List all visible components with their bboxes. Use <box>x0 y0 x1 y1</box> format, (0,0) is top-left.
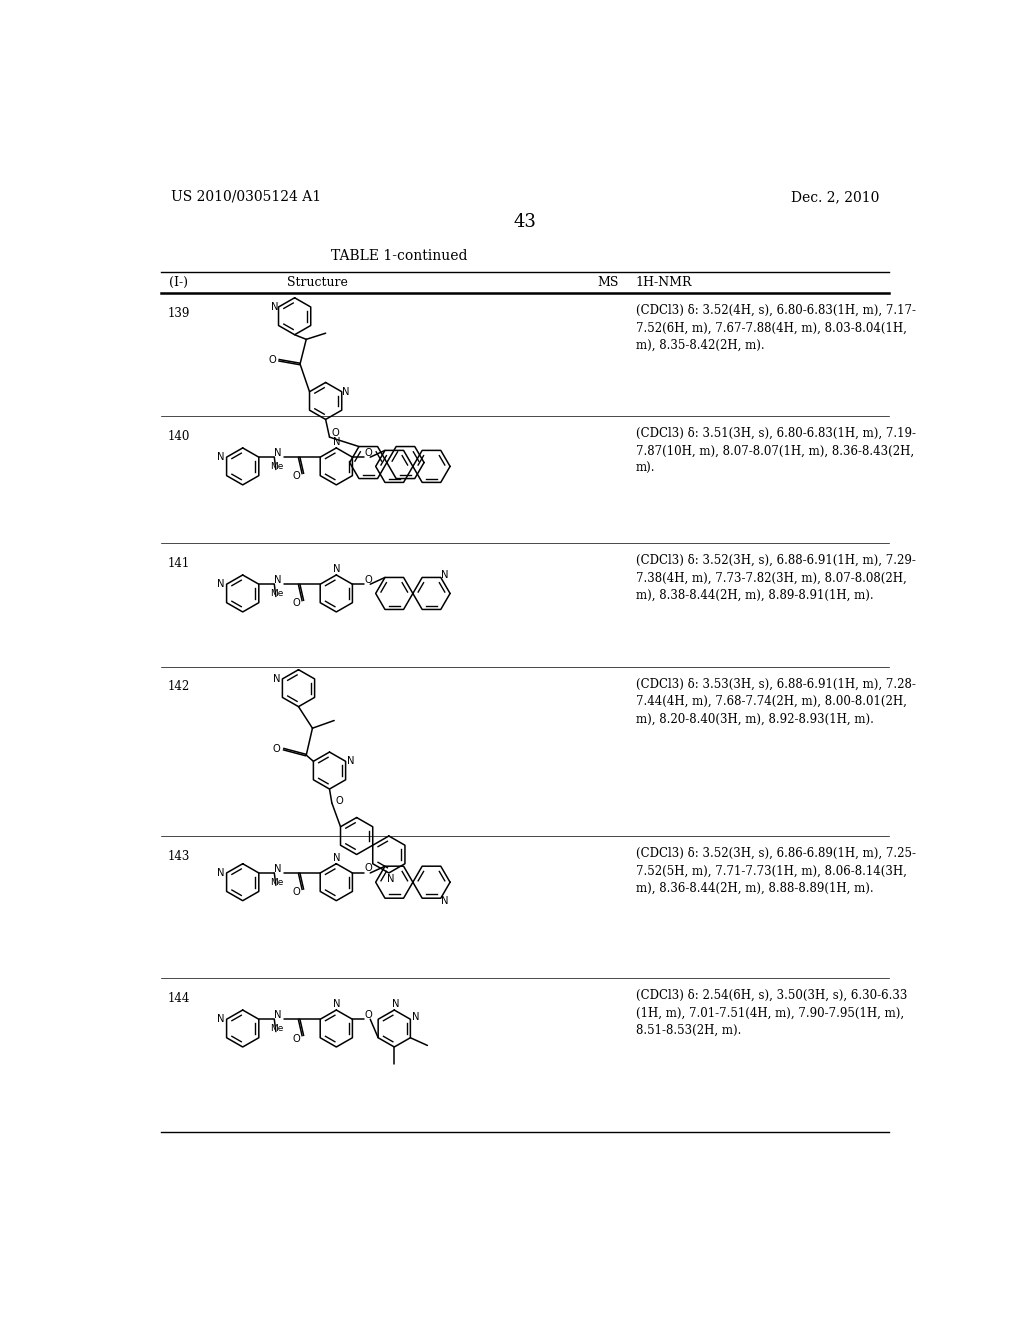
Text: 144: 144 <box>167 993 189 1006</box>
Text: N: N <box>347 756 354 767</box>
Text: N: N <box>274 1010 282 1020</box>
Text: N: N <box>387 874 394 884</box>
Text: O: O <box>365 1010 373 1019</box>
Text: N: N <box>441 895 449 906</box>
Text: O: O <box>365 574 373 585</box>
Text: N: N <box>333 999 340 1008</box>
Text: (CDCl3) δ: 3.52(3H, s), 6.86-6.89(1H, m), 7.25-
7.52(5H, m), 7.71-7.73(1H, m), 8: (CDCl3) δ: 3.52(3H, s), 6.86-6.89(1H, m)… <box>636 847 915 895</box>
Text: N: N <box>217 579 225 589</box>
Text: N: N <box>441 570 449 579</box>
Text: N: N <box>412 1012 420 1022</box>
Text: Me: Me <box>270 462 284 471</box>
Text: O: O <box>293 598 301 609</box>
Text: O: O <box>293 887 301 898</box>
Text: N: N <box>217 1014 225 1024</box>
Text: N: N <box>333 853 340 862</box>
Text: (CDCl3) δ: 3.52(3H, s), 6.88-6.91(1H, m), 7.29-
7.38(4H, m), 7.73-7.82(3H, m), 8: (CDCl3) δ: 3.52(3H, s), 6.88-6.91(1H, m)… <box>636 554 915 602</box>
Text: (CDCl3) δ: 3.52(4H, s), 6.80-6.83(1H, m), 7.17-
7.52(6H, m), 7.67-7.88(4H, m), 8: (CDCl3) δ: 3.52(4H, s), 6.80-6.83(1H, m)… <box>636 304 915 352</box>
Text: (CDCl3) δ: 3.51(3H, s), 6.80-6.83(1H, m), 7.19-
7.87(10H, m), 8.07-8.07(1H, m), : (CDCl3) δ: 3.51(3H, s), 6.80-6.83(1H, m)… <box>636 428 915 475</box>
Text: N: N <box>342 387 349 397</box>
Text: N: N <box>217 869 225 878</box>
Text: O: O <box>293 471 301 482</box>
Text: N: N <box>271 302 279 312</box>
Text: N: N <box>392 999 399 1008</box>
Text: 143: 143 <box>167 850 189 863</box>
Text: 43: 43 <box>513 213 537 231</box>
Text: 142: 142 <box>167 681 189 693</box>
Text: 140: 140 <box>167 430 189 444</box>
Text: 139: 139 <box>167 308 189 319</box>
Text: N: N <box>274 576 282 585</box>
Text: Structure: Structure <box>288 276 348 289</box>
Text: (CDCl3) δ: 2.54(6H, s), 3.50(3H, s), 6.30-6.33
(1H, m), 7.01-7.51(4H, m), 7.90-7: (CDCl3) δ: 2.54(6H, s), 3.50(3H, s), 6.3… <box>636 989 907 1038</box>
Text: (I-): (I-) <box>169 276 187 289</box>
Text: (CDCl3) δ: 3.53(3H, s), 6.88-6.91(1H, m), 7.28-
7.44(4H, m), 7.68-7.74(2H, m), 8: (CDCl3) δ: 3.53(3H, s), 6.88-6.91(1H, m)… <box>636 677 915 726</box>
Text: US 2010/0305124 A1: US 2010/0305124 A1 <box>171 190 321 203</box>
Text: Me: Me <box>270 878 284 887</box>
Text: Me: Me <box>270 1024 284 1034</box>
Text: 141: 141 <box>167 557 189 570</box>
Text: O: O <box>332 428 340 438</box>
Text: O: O <box>268 355 276 366</box>
Text: N: N <box>333 564 340 574</box>
Text: O: O <box>365 447 373 458</box>
Text: O: O <box>273 744 281 754</box>
Text: Me: Me <box>270 589 284 598</box>
Text: N: N <box>217 453 225 462</box>
Text: N: N <box>333 437 340 446</box>
Text: 1H-NMR: 1H-NMR <box>636 276 692 289</box>
Text: Dec. 2, 2010: Dec. 2, 2010 <box>792 190 880 203</box>
Text: O: O <box>365 863 373 874</box>
Text: O: O <box>293 1034 301 1044</box>
Text: N: N <box>273 675 281 684</box>
Text: TABLE 1-continued: TABLE 1-continued <box>331 249 468 263</box>
Text: MS: MS <box>598 276 620 289</box>
Text: N: N <box>274 865 282 874</box>
Text: O: O <box>336 796 343 807</box>
Text: N: N <box>274 449 282 458</box>
